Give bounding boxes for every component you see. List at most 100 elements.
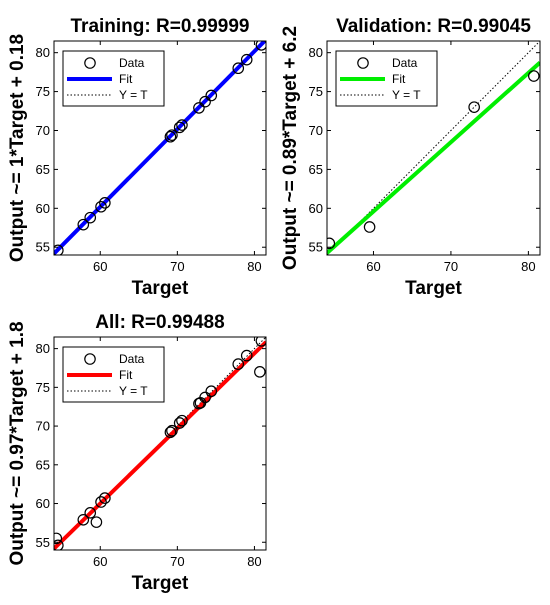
data-point (99, 197, 111, 209)
chart-title: All: R=0.99488 (95, 312, 224, 333)
x-tick-label: 70 (170, 259, 184, 274)
x-tick-label: 70 (170, 554, 184, 569)
x-tick-label: 60 (93, 259, 107, 274)
y-tick-label: 70 (36, 123, 50, 138)
data-point (176, 414, 188, 427)
fit-line (327, 61, 540, 255)
y-tick-label: 70 (309, 123, 323, 138)
y-tick-label: 65 (36, 457, 50, 472)
legend: Data Fit Y = T (62, 50, 165, 107)
data-point (95, 200, 107, 213)
data-point (363, 221, 376, 233)
data-point (528, 70, 540, 82)
y-tick-label: 65 (36, 162, 50, 177)
axes-frame (53, 336, 267, 551)
data-point (240, 53, 253, 66)
data-point (468, 101, 480, 113)
data-point (199, 391, 211, 404)
y-tick-label: 75 (309, 84, 323, 99)
y-axis-label: Output ~= 1*Target + 0.18 (7, 34, 28, 262)
data-point (232, 358, 245, 370)
y-tick-label: 80 (309, 45, 323, 60)
x-tick-label: 70 (444, 259, 458, 274)
x-axis-label: Target (405, 278, 462, 299)
y-axis-label: Output ~= 0.97*Target + 1.8 (7, 321, 28, 565)
plot-content (54, 337, 266, 550)
fit-line (54, 41, 266, 255)
legend-label: Fit (392, 72, 406, 86)
legend: Data Fit Y = T (62, 346, 165, 403)
data-point (255, 337, 266, 347)
legend-label: Fit (119, 72, 133, 86)
data-point (84, 507, 97, 519)
data-point (166, 424, 178, 437)
legend: Data Fit Y = T (335, 50, 438, 107)
chart-panel-validation: 60 70 80 55 60 65 70 75 80 Validation: R=0.99045 T… (280, 16, 541, 299)
data-point (54, 539, 64, 550)
legend-label: Y = T (119, 384, 148, 398)
data-point (327, 237, 336, 250)
x-axis-label: Target (132, 278, 189, 299)
data-point (173, 417, 186, 429)
data-point (173, 121, 186, 134)
chart-title: Validation: R=0.99045 (336, 16, 531, 37)
fit-line (54, 340, 266, 550)
data-point (176, 119, 188, 131)
x-tick-label: 80 (247, 554, 261, 569)
axes-frame (326, 40, 541, 256)
y-tick-label: 60 (36, 201, 50, 216)
data-point (193, 102, 205, 114)
y-tick-label: 55 (36, 535, 50, 550)
chart-title: Training: R=0.99999 (71, 16, 250, 37)
legend-data-marker (84, 57, 96, 69)
data-point (99, 492, 111, 504)
data-point (240, 349, 253, 362)
legend-label: Y = T (119, 88, 148, 102)
axes-frame (53, 40, 267, 256)
chart-panel-all: 60 70 80 55 60 65 70 75 80 All: R=0.99488 Target Ou… (7, 312, 267, 594)
data-point (255, 41, 266, 51)
y-tick-label: 75 (36, 380, 50, 395)
data-point (254, 366, 266, 378)
legend-label: Fit (119, 368, 133, 382)
y-tick-label: 65 (309, 162, 323, 177)
y-tick-label: 55 (36, 240, 50, 255)
x-tick-label: 80 (521, 259, 535, 274)
data-point (54, 244, 64, 255)
data-point (164, 130, 177, 143)
data-point (164, 426, 177, 439)
plot-content (327, 41, 540, 255)
data-point (95, 496, 107, 508)
legend-data-marker (357, 57, 369, 69)
y-tick-label: 80 (36, 45, 50, 60)
y-tick-label: 55 (309, 240, 323, 255)
data-point (54, 532, 63, 545)
plot-content (54, 41, 266, 255)
x-axis-label: Target (132, 573, 189, 594)
data-point (205, 89, 218, 102)
legend-label: Data (392, 56, 418, 70)
y-tick-label: 60 (36, 496, 50, 511)
y-tick-label: 80 (36, 341, 50, 356)
data-point (166, 129, 178, 141)
data-point (77, 513, 90, 526)
y-tick-label: 75 (36, 84, 50, 99)
x-tick-label: 60 (93, 554, 107, 569)
data-point (90, 516, 103, 528)
x-tick-label: 80 (247, 259, 261, 274)
legend-label: Data (119, 56, 145, 70)
y-tick-label: 60 (309, 201, 323, 216)
data-point (232, 62, 245, 75)
legend-data-marker (84, 353, 96, 365)
legend-label: Y = T (392, 88, 421, 102)
y-axis-label: Output ~= 0.89*Target + 6.2 (280, 26, 301, 270)
data-point (77, 218, 90, 231)
data-point (84, 211, 97, 224)
x-tick-label: 60 (366, 259, 380, 274)
data-point (205, 385, 218, 398)
chart-panel-training: 60 70 80 55 60 65 70 75 80 Training: R=0.99999 Tar… (7, 16, 267, 299)
legend-label: Data (119, 352, 145, 366)
y-tick-label: 70 (36, 419, 50, 434)
data-point (199, 95, 211, 108)
